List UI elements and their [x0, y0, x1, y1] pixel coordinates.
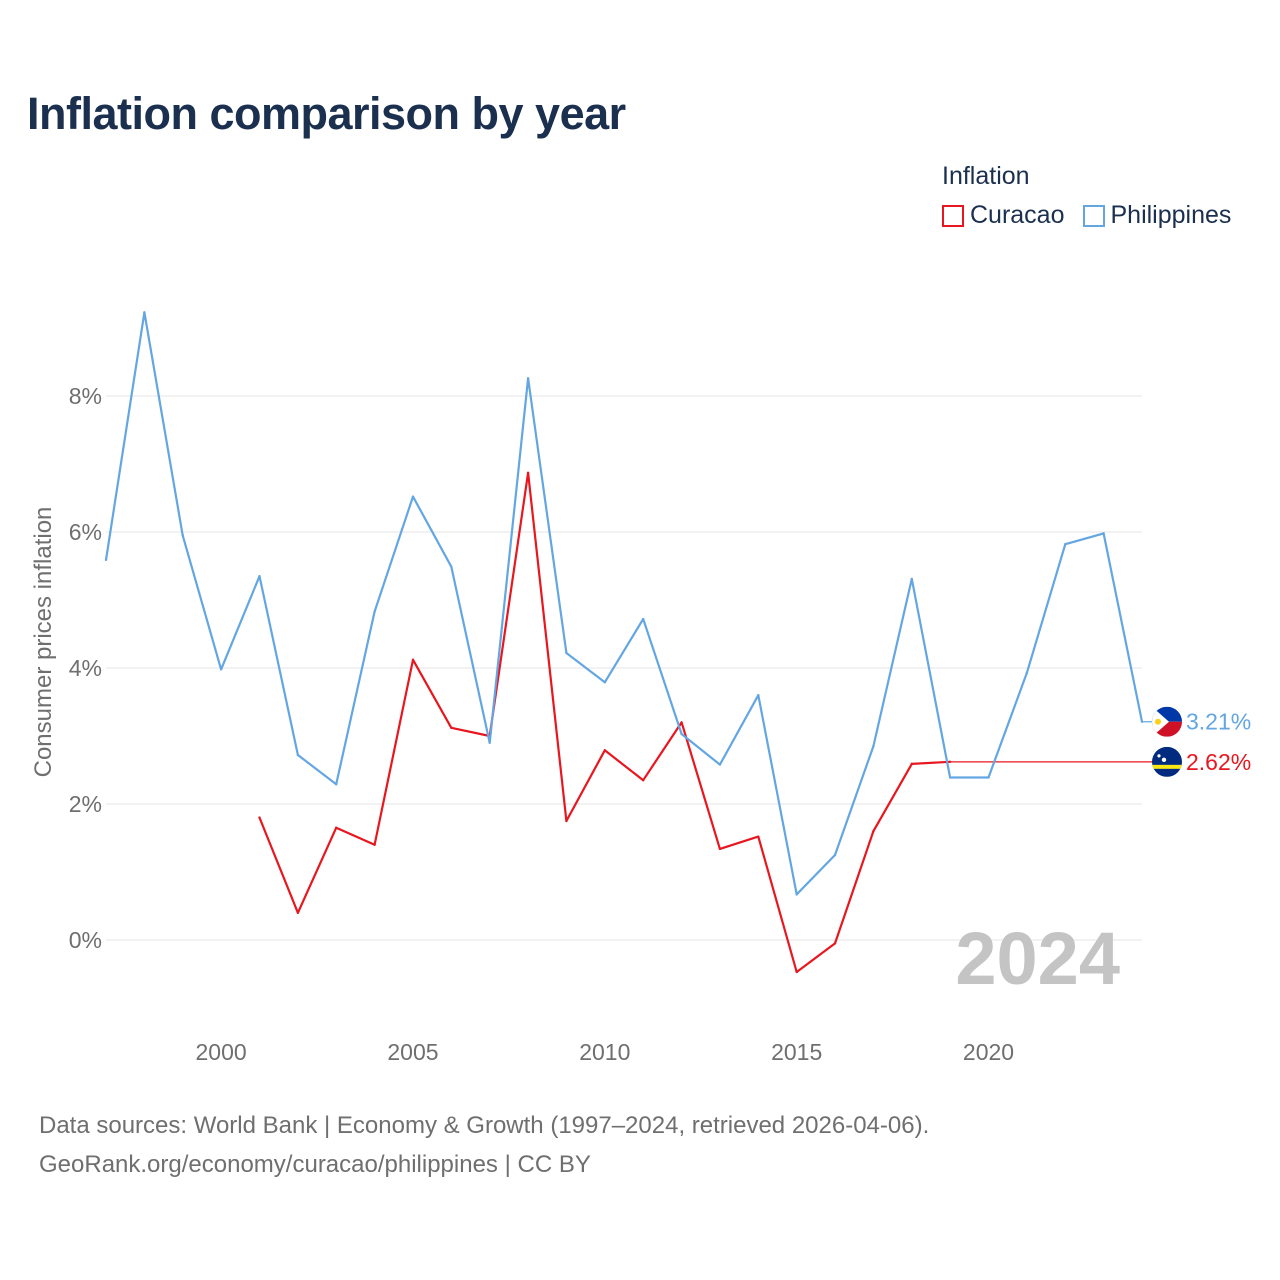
data-point-philippines: [834, 854, 836, 856]
data-point-curacao: [373, 844, 375, 846]
data-point-philippines: [949, 776, 951, 778]
end-value-label-curacao: 2.62%: [1186, 749, 1251, 775]
data-point-curacao: [872, 830, 874, 832]
data-point-curacao: [297, 912, 299, 914]
data-point-philippines: [182, 534, 184, 536]
data-point-curacao: [949, 761, 951, 763]
y-tick-label: 8%: [69, 383, 102, 409]
data-point-curacao: [527, 472, 529, 474]
data-point-philippines: [795, 893, 797, 895]
x-tick-label: 2005: [387, 1039, 438, 1065]
data-point-philippines: [1102, 532, 1104, 534]
data-point-curacao: [680, 721, 682, 723]
data-point-philippines: [911, 578, 913, 580]
data-point-philippines: [680, 733, 682, 735]
philippines-flag-fill: [1152, 707, 1182, 737]
data-point-curacao: [565, 820, 567, 822]
data-point-philippines: [412, 495, 414, 497]
y-tick-label: 0%: [69, 927, 102, 953]
y-tick-label: 4%: [69, 655, 102, 681]
data-point-curacao: [604, 749, 606, 751]
data-point-philippines: [1026, 672, 1028, 674]
year-watermark: 2024: [955, 917, 1120, 1000]
data-point-philippines: [105, 559, 107, 561]
x-tick-label: 2010: [579, 1039, 630, 1065]
data-point-curacao: [258, 816, 260, 818]
series-line-curacao: [260, 473, 951, 972]
data-point-philippines: [373, 610, 375, 612]
data-point-curacao: [757, 835, 759, 837]
flag-star: [1162, 758, 1166, 762]
footer: Data sources: World Bank | Economy & Gro…: [39, 1106, 929, 1184]
flag-sun: [1155, 719, 1161, 725]
data-point-curacao: [795, 971, 797, 973]
data-point-philippines: [642, 618, 644, 620]
data-point-philippines: [1064, 543, 1066, 545]
y-tick-label: 6%: [69, 519, 102, 545]
data-point-curacao: [911, 763, 913, 765]
philippines-flag-icon: [1152, 707, 1182, 737]
data-point-curacao: [834, 942, 836, 944]
data-point-philippines: [987, 776, 989, 778]
x-tick-label: 2020: [963, 1039, 1014, 1065]
data-point-curacao: [642, 779, 644, 781]
data-point-philippines: [450, 565, 452, 567]
x-tick-label: 2000: [196, 1039, 247, 1065]
data-point-philippines: [1141, 721, 1143, 723]
data-point-philippines: [335, 783, 337, 785]
flag-stripe: [1152, 765, 1182, 769]
curacao-flag-icon: [1152, 747, 1182, 777]
data-point-curacao: [412, 659, 414, 661]
data-source-note: Data sources: World Bank | Economy & Gro…: [39, 1106, 929, 1145]
x-tick-label: 2015: [771, 1039, 822, 1065]
flag-star: [1157, 754, 1160, 757]
flag-field: [1152, 747, 1182, 777]
data-point-philippines: [258, 575, 260, 577]
data-point-curacao: [335, 827, 337, 829]
data-point-philippines: [872, 745, 874, 747]
line-chart: 0% 2% 4% 6% 8% 2000 2005 2010 2015 2020 Consumer p…: [0, 0, 1280, 1280]
data-point-curacao: [719, 848, 721, 850]
curacao-flag-fill: [1152, 747, 1182, 777]
data-point-philippines: [757, 694, 759, 696]
data-point-philippines: [143, 311, 145, 313]
data-point-philippines: [489, 742, 491, 744]
source-url: GeoRank.org/economy/curacao/philippines …: [39, 1145, 929, 1184]
data-point-philippines: [604, 681, 606, 683]
data-point-curacao: [450, 727, 452, 729]
y-axis-label: Consumer prices inflation: [30, 507, 57, 778]
y-tick-label: 2%: [69, 791, 102, 817]
data-point-philippines: [220, 668, 222, 670]
series-line-philippines: [106, 312, 1142, 894]
data-point-philippines: [297, 754, 299, 756]
end-value-label-philippines: 3.21%: [1186, 709, 1251, 735]
data-point-philippines: [527, 377, 529, 379]
data-point-philippines: [565, 652, 567, 654]
data-point-philippines: [719, 763, 721, 765]
